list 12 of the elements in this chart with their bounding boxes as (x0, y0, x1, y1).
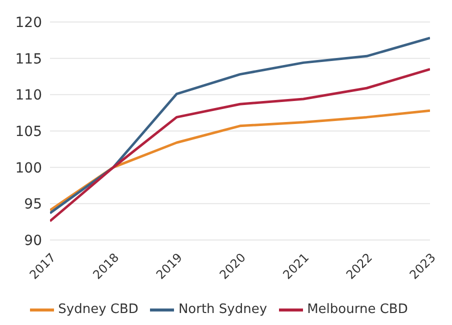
legend-label: North Sydney (177, 302, 268, 317)
line-series (50, 68, 430, 222)
y-tick-label: 115 (15, 51, 42, 68)
y-tick-label: 105 (15, 124, 42, 140)
legend-label: Sydney CBD (57, 302, 138, 317)
y-tick-label: 110 (15, 88, 42, 104)
y-tick-label: 120 (15, 14, 42, 31)
legend-label: Melbourne CBD (306, 302, 408, 317)
line-series (50, 36, 430, 214)
y-tick-label: 90 (24, 232, 42, 249)
y-tick-label: 100 (15, 160, 42, 176)
y-tick-label: 95 (24, 196, 42, 213)
